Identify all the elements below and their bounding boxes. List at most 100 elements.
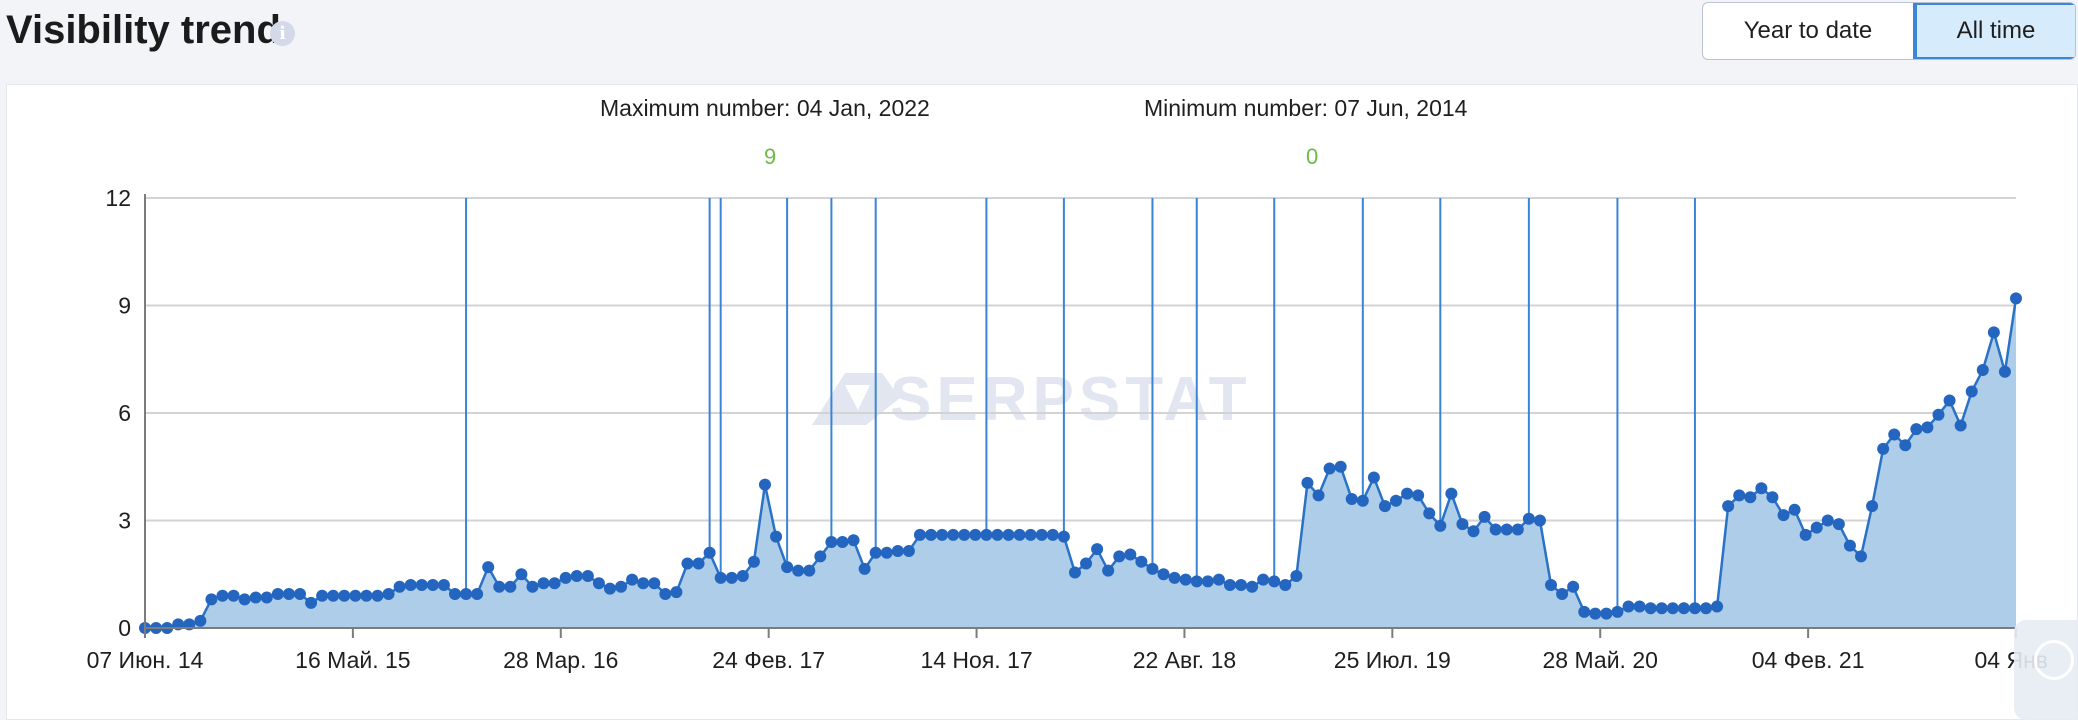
- data-point: [1600, 607, 1613, 620]
- data-point: [1135, 555, 1148, 568]
- data-point: [1832, 518, 1845, 531]
- data-point: [1013, 528, 1026, 541]
- data-point: [648, 577, 661, 590]
- data-point: [1722, 500, 1735, 513]
- data-point: [1246, 580, 1259, 593]
- period-toggle: Year to date All time: [1702, 2, 2076, 60]
- data-point: [1190, 575, 1203, 588]
- data-point: [1766, 491, 1779, 504]
- data-point: [1810, 521, 1823, 534]
- data-point: [1323, 462, 1336, 475]
- info-icon[interactable]: i: [270, 21, 295, 46]
- data-point: [703, 546, 716, 559]
- data-point: [1500, 523, 1513, 536]
- data-point: [1987, 326, 2000, 339]
- scroll-to-top-button[interactable]: [2014, 620, 2078, 720]
- data-point: [1655, 602, 1668, 615]
- data-point: [1589, 607, 1602, 620]
- data-point: [758, 478, 771, 491]
- data-point: [1080, 557, 1093, 570]
- data-point: [227, 589, 240, 602]
- data-point: [1334, 460, 1347, 473]
- data-point: [1932, 408, 1945, 421]
- data-point: [216, 589, 229, 602]
- data-point: [1024, 528, 1037, 541]
- data-point: [603, 582, 616, 595]
- data-point: [327, 589, 340, 602]
- data-point: [1677, 602, 1690, 615]
- data-points: [139, 292, 2022, 634]
- data-point: [991, 528, 1004, 541]
- data-point: [581, 570, 594, 583]
- watermark-text: SERPSTAT: [890, 365, 1252, 434]
- data-point: [482, 561, 495, 574]
- data-point: [1821, 514, 1834, 527]
- data-point: [1899, 439, 1912, 452]
- data-point: [1622, 600, 1635, 613]
- data-point: [1711, 600, 1724, 613]
- data-point: [1511, 523, 1524, 536]
- data-point: [371, 589, 384, 602]
- data-point: [1212, 573, 1225, 586]
- data-point: [1257, 573, 1270, 586]
- data-point: [958, 528, 971, 541]
- data-point: [1633, 600, 1646, 613]
- x-tick-label: 28 Мар. 16: [503, 647, 618, 673]
- data-point: [426, 579, 439, 591]
- data-point: [1367, 471, 1380, 484]
- data-point: [781, 561, 794, 574]
- year-to-date-button[interactable]: Year to date: [1743, 17, 1873, 44]
- data-point: [980, 528, 993, 541]
- y-axis-ticks: 0 3 6 9 12: [105, 185, 131, 641]
- data-point: [238, 593, 251, 606]
- data-point: [1268, 575, 1281, 588]
- data-point: [1412, 489, 1425, 502]
- data-point: [1545, 579, 1558, 591]
- data-point: [493, 580, 506, 593]
- data-point: [260, 591, 273, 604]
- data-point: [1611, 605, 1624, 618]
- data-point: [1688, 602, 1701, 615]
- data-point: [670, 586, 683, 599]
- data-point: [659, 587, 672, 600]
- data-point: [836, 536, 849, 548]
- data-point: [1744, 491, 1757, 504]
- data-point: [1489, 523, 1502, 536]
- data-point: [1091, 543, 1104, 556]
- data-point: [615, 580, 628, 593]
- data-point: [305, 596, 318, 609]
- page-title: Visibility trend: [6, 8, 281, 52]
- x-tick-label: 22 Авг. 18: [1133, 647, 1236, 673]
- data-point: [1201, 575, 1214, 588]
- data-point: [592, 577, 605, 590]
- data-point: [293, 587, 306, 600]
- minimum-number-label: Minimum number: 07 Jun, 2014: [1144, 95, 1468, 121]
- data-point: [1157, 568, 1170, 581]
- data-point: [559, 571, 572, 584]
- data-point: [460, 587, 473, 600]
- data-point: [1855, 550, 1868, 563]
- x-tick-label: 25 Июл. 19: [1334, 647, 1451, 673]
- data-point: [692, 557, 705, 570]
- data-point: [891, 544, 904, 557]
- all-time-button[interactable]: All time: [1913, 3, 2075, 59]
- data-point: [1146, 562, 1159, 575]
- y-tick-label: 6: [118, 400, 131, 426]
- data-point: [858, 562, 871, 575]
- data-point: [1799, 528, 1812, 541]
- data-point: [1124, 548, 1137, 561]
- data-point: [1113, 550, 1126, 563]
- data-point: [1777, 509, 1790, 522]
- data-point: [1478, 510, 1491, 523]
- data-point: [382, 587, 395, 600]
- series-area: [145, 298, 2016, 628]
- data-point: [1102, 564, 1115, 577]
- data-point: [714, 571, 727, 584]
- data-point: [548, 577, 561, 590]
- data-point: [2010, 292, 2022, 305]
- data-point: [1401, 487, 1414, 500]
- data-point: [825, 536, 838, 548]
- data-point: [1533, 514, 1546, 527]
- data-point: [1644, 602, 1657, 615]
